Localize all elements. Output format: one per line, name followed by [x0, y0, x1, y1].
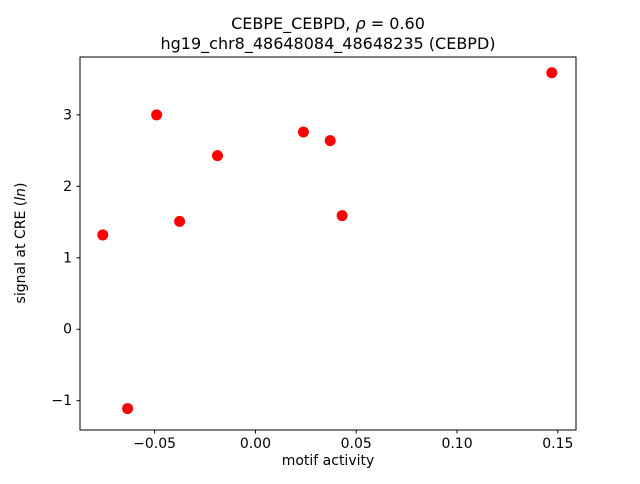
y-axis-label-italic: ln — [13, 188, 29, 201]
rho-symbol: ρ — [356, 14, 366, 33]
scatter-points — [97, 67, 558, 415]
x-tick-label: 0.00 — [240, 436, 271, 452]
y-tick-label: 0 — [63, 322, 72, 338]
scatter-point — [212, 150, 224, 162]
chart-subtitle: hg19_chr8_48648084_48648235 (CEBPD) — [160, 34, 495, 54]
y-tick-label: 3 — [63, 107, 72, 123]
y-axis-label: signal at CRE (ln) — [13, 183, 29, 304]
x-axis-label: motif activity — [282, 453, 375, 469]
x-tick-label: 0.15 — [542, 436, 573, 452]
x-tick-label: 0.05 — [341, 436, 372, 452]
scatter-point — [151, 109, 163, 121]
plot-area — [79, 56, 577, 431]
scatter-point — [122, 403, 134, 415]
y-tick-label: 2 — [63, 179, 72, 195]
y-axis-label-prefix: signal at CRE ( — [13, 201, 29, 304]
chart-title-prefix: CEBPE_CEBPD, — [231, 14, 355, 34]
y-axis-label-suffix: ) — [13, 183, 29, 188]
axis-ticks: −0.05 0.00 0.05 0.10 0.15 −1 0 1 2 3 — [51, 107, 573, 452]
chart-title: CEBPE_CEBPD, ρ = 0.60 — [231, 14, 425, 34]
y-tick-label: 1 — [63, 250, 72, 266]
y-tick-label: −1 — [51, 393, 72, 409]
chart-title-value: = 0.60 — [366, 14, 425, 33]
scatter-point — [297, 126, 309, 138]
scatter-point — [324, 135, 336, 147]
x-tick-label: −0.05 — [133, 436, 176, 452]
scatter-point — [336, 210, 348, 222]
scatter-point — [174, 215, 186, 227]
scatter-point — [97, 229, 109, 241]
scatter-point — [546, 67, 558, 79]
x-tick-label: 0.10 — [441, 436, 472, 452]
